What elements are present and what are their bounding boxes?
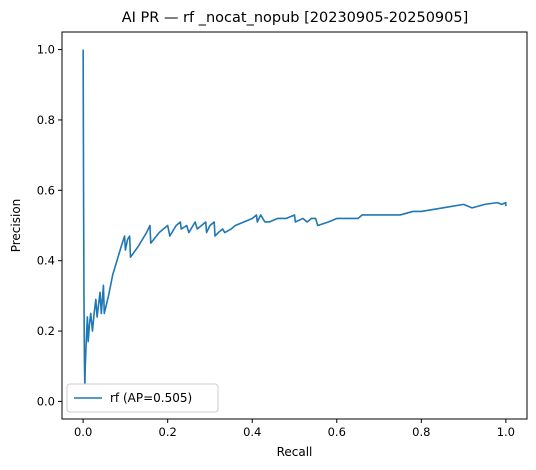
chart-title: AI PR — rf _nocat_nopub [20230905-202509…	[122, 10, 469, 26]
legend-box	[66, 383, 219, 413]
x-tick-label: 0.6	[328, 425, 346, 439]
x-tick-label: 0.8	[412, 425, 430, 439]
x-axis-label: Recall	[277, 445, 313, 459]
y-tick-label: 0.0	[37, 394, 55, 408]
y-tick-label: 0.4	[37, 254, 55, 268]
y-tick-label: 1.0	[37, 43, 55, 57]
x-tick-label: 0.2	[159, 425, 177, 439]
plot-area	[61, 31, 528, 420]
legend-label-rf: rf (AP=0.505)	[110, 391, 192, 405]
y-axis-label: Precision	[9, 199, 23, 253]
legend: rf (AP=0.505)	[66, 383, 219, 413]
y-tick-label: 0.2	[37, 324, 55, 338]
x-tick-label: 0.4	[243, 425, 261, 439]
series-line-rf	[82, 49, 507, 389]
y-tick-label: 0.8	[37, 113, 55, 127]
x-tick-label: 1.0	[497, 425, 515, 439]
x-tick-label: 0.0	[74, 425, 92, 439]
y-tick-label: 0.6	[37, 183, 55, 197]
